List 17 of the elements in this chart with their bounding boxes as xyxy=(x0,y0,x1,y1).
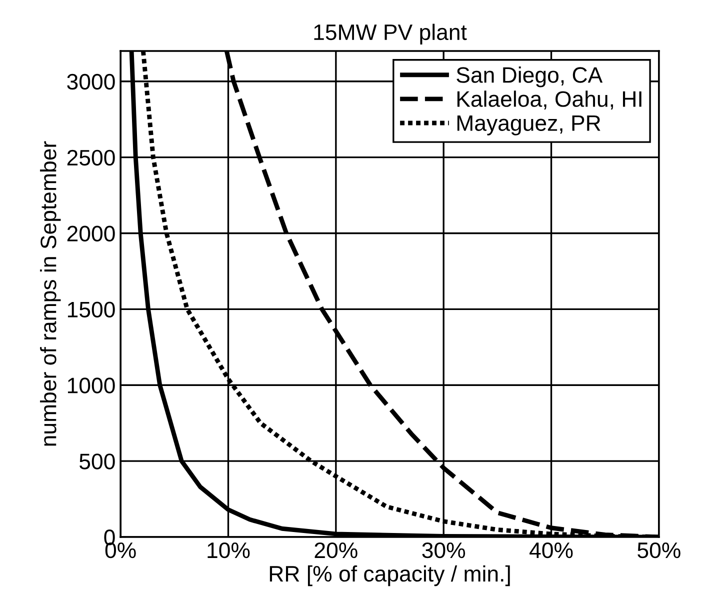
y-axis-title: number of ramps in September xyxy=(40,141,61,446)
y-tick-label: 1500 xyxy=(68,302,115,318)
x-tick-label: 50% xyxy=(638,542,680,558)
y-tick-label: 1000 xyxy=(68,378,115,394)
x-tick-label: 20% xyxy=(314,542,358,558)
x-tick-label: 40% xyxy=(530,542,573,558)
y-tick-label: 500 xyxy=(80,454,115,470)
y-tick-label: 2000 xyxy=(67,226,115,242)
legend-label: San Diego, CA xyxy=(456,66,603,88)
legend-label: Mayaguez, PR xyxy=(457,115,600,136)
chart-title: 15MW PV plant xyxy=(314,24,467,44)
y-tick-label: 2500 xyxy=(67,150,115,166)
y-tick-label: 3000 xyxy=(67,74,115,90)
x-tick-label: 10% xyxy=(208,542,250,558)
legend-label: Kalaeloa, Oahu, HI xyxy=(457,90,642,110)
x-axis-title: RR [% of capacity / min.] xyxy=(270,565,510,586)
x-tick-label: 30% xyxy=(422,542,466,558)
